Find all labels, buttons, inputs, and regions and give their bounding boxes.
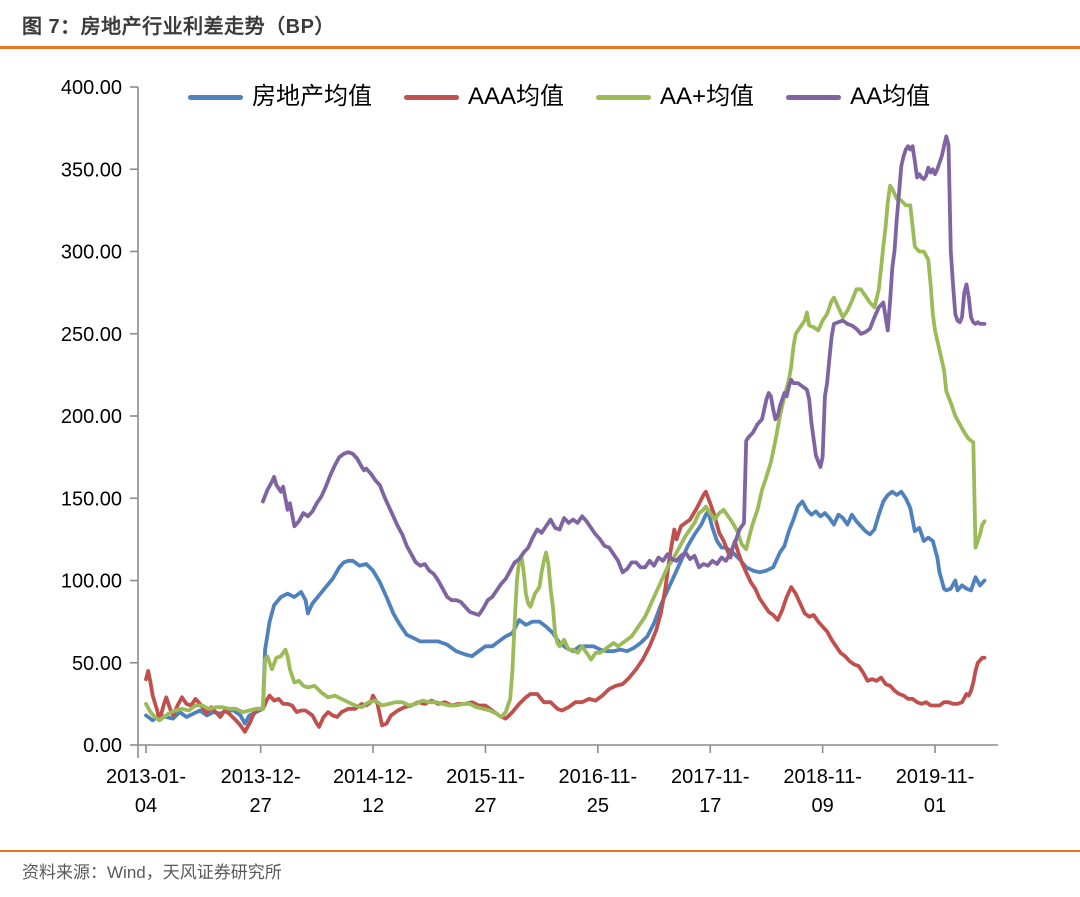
- legend-item-3: AA+均值: [596, 85, 754, 109]
- legend-label: AAA均值: [468, 83, 565, 110]
- y-axis-label: 250.00: [61, 324, 122, 346]
- title-divider: [0, 46, 1080, 49]
- legend-swatch-icon: [596, 94, 652, 100]
- y-axis-label: 50.00: [72, 653, 122, 675]
- series-line-房地产均值: [144, 489, 987, 726]
- legend-swatch-icon: [188, 94, 243, 100]
- y-axis-label: 100.00: [61, 571, 122, 593]
- x-axis-label: 2017-11-17: [671, 766, 750, 817]
- x-axis-label: 2013-01-04: [106, 766, 186, 817]
- y-axis-label: 350.00: [61, 159, 122, 181]
- source-text: 资料来源：Wind，天风证券研究所: [22, 863, 282, 882]
- y-axis-label: 400.00: [61, 77, 122, 99]
- y-axis-label: 150.00: [61, 488, 122, 510]
- y-axis-label: 0.00: [83, 735, 122, 757]
- series-line-AA+均值: [144, 183, 987, 723]
- chart-legend: 房地产均值 AAA均值 AA+均值 AA均值: [138, 82, 998, 112]
- legend-item-2: AAA均值: [404, 85, 564, 109]
- series-line-AA均值: [261, 134, 987, 617]
- legend-item-1: 房地产均值: [188, 85, 372, 109]
- y-axis-label: 200.00: [61, 406, 122, 428]
- y-axis-label: 300.00: [61, 242, 122, 264]
- legend-swatch-icon: [404, 94, 459, 100]
- x-axis-label: 2015-11-27: [446, 766, 525, 817]
- legend-label: AA均值: [850, 83, 931, 110]
- legend-item-4: AA均值: [786, 85, 930, 109]
- legend-swatch-icon: [786, 94, 842, 100]
- legend-label: 房地产均值: [252, 83, 372, 110]
- x-axis-label: 2013-12-27: [221, 766, 301, 817]
- legend-label: AA+均值: [660, 83, 755, 110]
- figure-title: 图 7：房地产行业利差走势（BP）: [22, 16, 335, 38]
- x-axis-label: 2018-11-09: [783, 766, 862, 817]
- footer-divider: [0, 850, 1080, 852]
- x-axis-label: 2016-11-25: [559, 766, 638, 817]
- x-axis-label: 2019-11-01: [896, 766, 975, 817]
- x-axis-label: 2014-12-12: [333, 766, 413, 817]
